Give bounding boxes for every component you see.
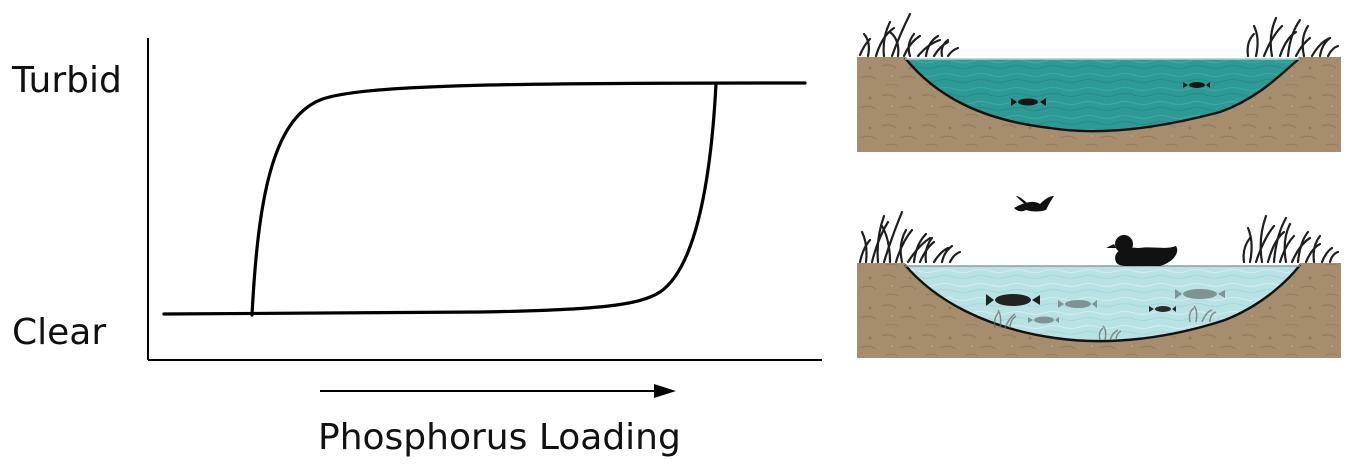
fish-icon — [1011, 98, 1046, 106]
turbid-pond-water — [905, 59, 1300, 132]
turbid-pond-illustration — [857, 12, 1341, 152]
turbid-pond-soil — [857, 57, 1341, 152]
clear-pond-shore-line — [904, 264, 1301, 343]
clear-pond-water — [905, 266, 1300, 342]
fish-icon — [986, 294, 1040, 306]
x-axis-arrow — [320, 384, 676, 398]
fish-icon — [1183, 82, 1210, 88]
fish-icon — [1028, 316, 1059, 324]
submerged-plants — [993, 305, 1217, 341]
grass-left-bottom — [858, 210, 962, 264]
turbid-pond-shore-line — [904, 57, 1301, 133]
clear-pond-illustration — [857, 196, 1341, 358]
fish-icon — [1149, 306, 1176, 312]
grass-left-top — [858, 12, 960, 58]
turbid-label: Turbid — [11, 60, 122, 101]
x-axis-label: Phosphorus Loading — [318, 417, 681, 458]
clear-label: Clear — [12, 312, 106, 353]
grass-right-bottom — [1242, 214, 1340, 264]
fish-icon — [1058, 300, 1097, 308]
hysteresis-graph: Turbid Clear Phosphorus Loading — [11, 38, 822, 458]
clear-pond-soil — [857, 263, 1341, 358]
lower-branch-curve — [162, 82, 718, 316]
duck-icon — [1106, 235, 1178, 266]
upper-branch-curve — [250, 81, 807, 317]
fish-icon — [1175, 289, 1225, 299]
flying-bird-icon — [1014, 196, 1054, 212]
grass-right-top — [1246, 16, 1340, 58]
